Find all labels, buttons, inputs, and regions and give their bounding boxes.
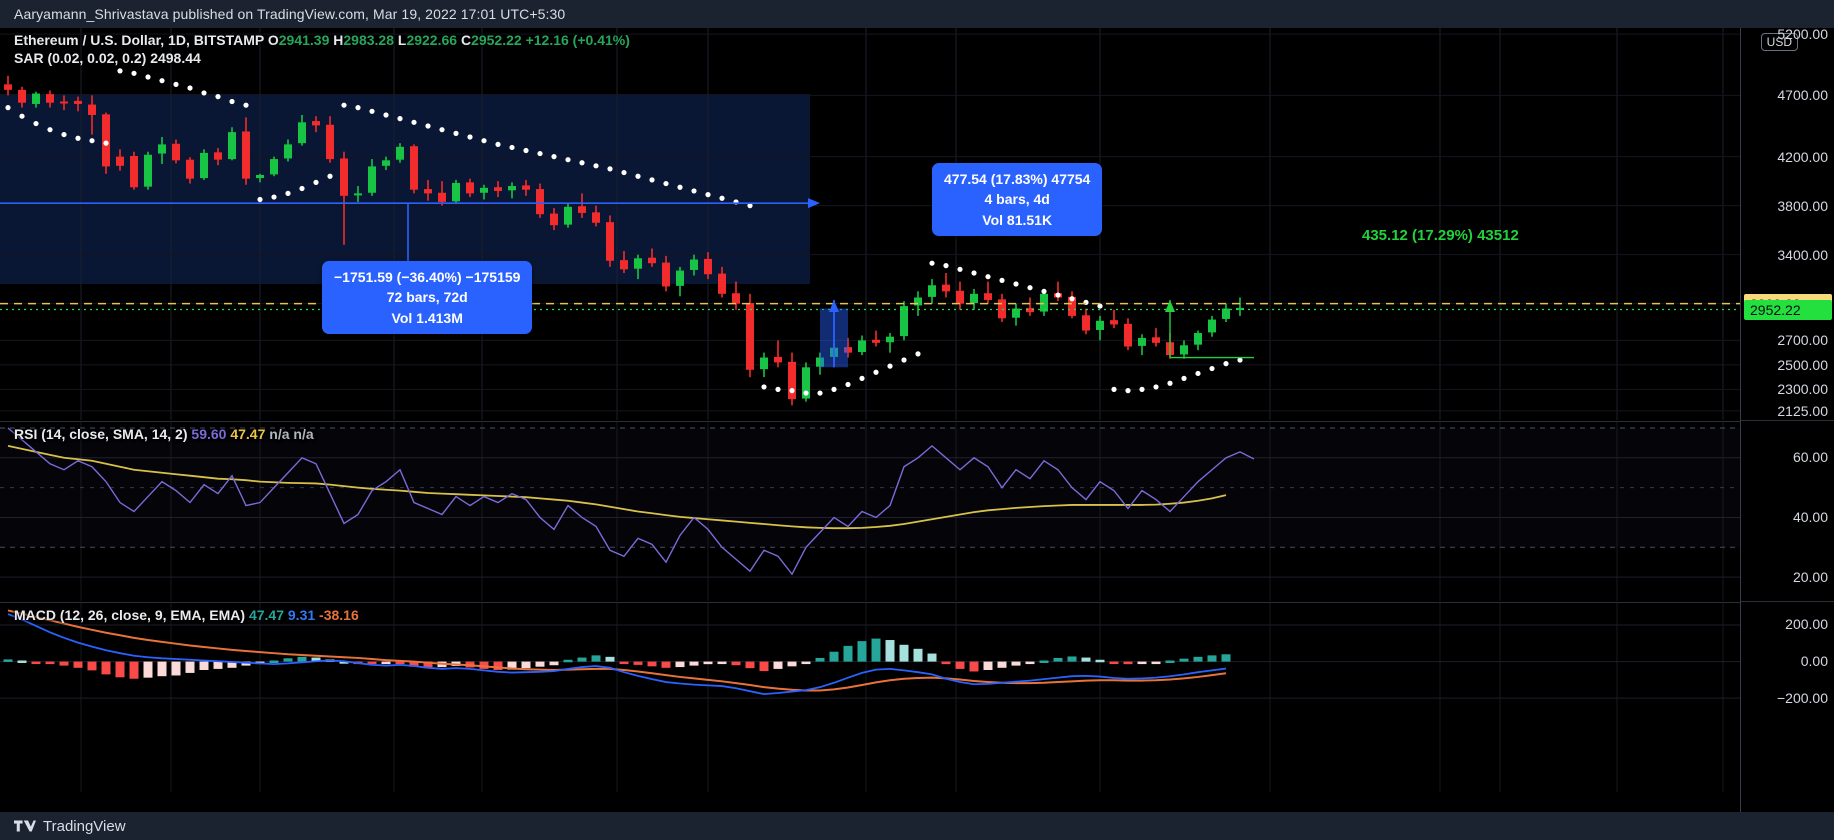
macd-pane-legend: MACD (12, 26, close, 9, EMA, EMA) 47.47 … xyxy=(14,607,359,623)
pane-divider xyxy=(1741,420,1834,421)
rsi-chart-canvas xyxy=(0,422,1740,601)
price-chart-canvas xyxy=(0,28,1740,420)
ohlc-l-value: 2922.66 xyxy=(406,32,458,48)
measure-box-mid[interactable]: 477.54 (17.83%) 47754 4 bars, 4d Vol 81.… xyxy=(932,163,1103,236)
rsi-value-1: 59.60 xyxy=(191,426,227,442)
price-axis-tick: 4200.00 xyxy=(1777,148,1828,165)
measure-mid-line1: 477.54 (17.83%) 47754 xyxy=(944,171,1091,187)
macd-axis-tick: 200.00 xyxy=(1785,616,1828,633)
ohlc-o-label: O xyxy=(267,32,279,48)
measure-left-line3: Vol 1.413M xyxy=(391,309,463,326)
measure-mid-line2: 4 bars, 4d xyxy=(984,191,1050,208)
macd-value-1: 47.47 xyxy=(248,607,284,623)
chart-board[interactable]: Ethereum / U.S. Dollar, 1D, BITSTAMP O29… xyxy=(0,26,1834,812)
rsi-value-3: n/a xyxy=(269,426,290,442)
ohlc-h-value: 2983.28 xyxy=(343,32,394,48)
tradingview-logo-icon xyxy=(14,820,36,832)
price-axis-tick: 2125.00 xyxy=(1777,402,1828,419)
price-pane[interactable]: Ethereum / U.S. Dollar, 1D, BITSTAMP O29… xyxy=(0,28,1740,420)
last-price-badge[interactable]: 2952.22 xyxy=(1744,299,1832,320)
rsi-value-4: n/a xyxy=(293,426,314,442)
price-pane-legend: Ethereum / U.S. Dollar, 1D, BITSTAMP O29… xyxy=(14,32,630,66)
rsi-pane-legend: RSI (14, close, SMA, 14, 2) 59.60 47.47 … xyxy=(14,426,314,442)
pane-divider xyxy=(1741,601,1834,602)
rsi-value-2: 47.47 xyxy=(230,426,266,442)
chart-plot-area[interactable]: Ethereum / U.S. Dollar, 1D, BITSTAMP O29… xyxy=(0,28,1740,812)
measure-label-right[interactable]: 435.12 (17.29%) 43512 xyxy=(1362,227,1519,244)
publisher-bar: Aaryamann_Shrivastava published on Tradi… xyxy=(0,0,1834,28)
footer-bar: TradingView xyxy=(0,812,1834,840)
price-axis-tick: 3400.00 xyxy=(1777,246,1828,263)
price-axis[interactable]: USD 5200.00 4700.00 4200.00 3800.00 3400.00 2… xyxy=(1740,26,1834,812)
price-axis-tick: 4700.00 xyxy=(1777,87,1828,104)
currency-badge[interactable]: USD xyxy=(1760,33,1798,51)
rsi-axis-tick: 60.00 xyxy=(1792,449,1828,465)
measure-left-line1: −1751.59 (−36.40%) −175159 xyxy=(334,269,521,285)
macd-legend-title[interactable]: MACD (12, 26, close, 9, EMA, EMA) xyxy=(14,607,246,623)
ohlc-c-value: 2952.22 xyxy=(471,32,522,48)
price-axis-tick: 3800.00 xyxy=(1777,197,1828,214)
rsi-axis-tick: 20.00 xyxy=(1792,569,1828,585)
ohlc-h-label: H xyxy=(333,32,344,48)
macd-chart-canvas xyxy=(0,603,1740,792)
price-axis-tick: 2700.00 xyxy=(1777,332,1828,349)
sar-indicator-value: 2498.44 xyxy=(150,50,201,66)
rsi-axis-tick: 40.00 xyxy=(1792,509,1828,525)
publisher-text: Aaryamann_Shrivastava published on Tradi… xyxy=(14,6,566,22)
macd-value-3: -38.16 xyxy=(319,607,359,623)
ohlc-l-label: L xyxy=(397,32,407,48)
measure-mid-line3: Vol 81.51K xyxy=(982,211,1053,228)
ohlc-o-value: 2941.39 xyxy=(278,32,330,48)
rsi-pane[interactable]: RSI (14, close, SMA, 14, 2) 59.60 47.47 … xyxy=(0,421,1740,601)
price-axis-tick: 2300.00 xyxy=(1777,381,1828,398)
price-axis-tick: 5200.00 xyxy=(1777,26,1828,43)
tradingview-brand: TradingView xyxy=(43,817,126,835)
price-change: +12.16 (+0.41%) xyxy=(525,32,630,48)
measure-box-left[interactable]: −1751.59 (−36.40%) −175159 72 bars, 72d … xyxy=(322,261,533,334)
macd-axis-tick: 0.00 xyxy=(1800,652,1828,669)
macd-value-2: 9.31 xyxy=(287,607,316,623)
measure-left-line2: 72 bars, 72d xyxy=(386,289,468,306)
symbol-label[interactable]: Ethereum / U.S. Dollar, 1D, BITSTAMP xyxy=(14,32,264,48)
rsi-legend-title[interactable]: RSI (14, close, SMA, 14, 2) xyxy=(14,426,188,442)
macd-axis-tick: −200.00 xyxy=(1777,689,1828,706)
sar-indicator-name[interactable]: SAR (0.02, 0.02, 0.2) xyxy=(14,50,147,66)
price-axis-tick: 2500.00 xyxy=(1777,356,1828,373)
macd-pane[interactable]: MACD (12, 26, close, 9, EMA, EMA) 47.47 … xyxy=(0,602,1740,792)
ohlc-c-label: C xyxy=(460,32,472,48)
